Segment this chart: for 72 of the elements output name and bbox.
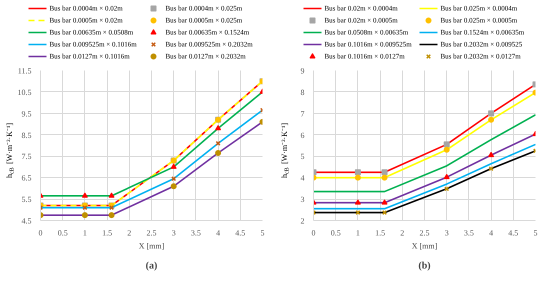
text: (b): [418, 260, 431, 272]
point: [444, 174, 450, 180]
point: [488, 152, 494, 158]
x-tick-label: 0.5: [58, 228, 68, 238]
y-tick-label: 2: [300, 216, 304, 226]
y-tick-label: 6.5: [22, 174, 32, 183]
point: [354, 174, 361, 181]
x-tick-label: 3: [444, 228, 449, 238]
point: [109, 205, 114, 210]
x-tick-label: 1.5: [102, 228, 112, 238]
point: [82, 205, 88, 210]
point: [82, 212, 88, 218]
y-tick-label: 9: [300, 66, 304, 76]
y-tick-label: 7: [300, 109, 304, 118]
line-series: [314, 114, 536, 192]
x-tick-label: 1: [82, 228, 87, 238]
y-tick-label: 4.5: [22, 216, 32, 226]
x-tick-label: 5: [260, 228, 264, 238]
point: [382, 174, 388, 181]
x-tick-label: 1.5: [375, 228, 386, 238]
x-tick-label: 2.5: [420, 228, 430, 238]
y-tick-label: 8: [300, 88, 304, 97]
point: [444, 186, 450, 192]
y-tick-label: 7.5: [22, 152, 32, 162]
x-axis-title: X [mm]: [138, 242, 165, 250]
point: [216, 140, 221, 146]
x-tick-label: 4.5: [508, 228, 518, 238]
x-tick-label: 4: [489, 228, 494, 238]
point: [444, 141, 450, 148]
x-tick-label: 3.5: [464, 228, 474, 238]
point: [355, 210, 360, 216]
point: [488, 166, 494, 172]
y-tick-label: 3: [300, 195, 304, 204]
point: [354, 169, 361, 176]
point: [444, 146, 450, 153]
point: [215, 150, 222, 156]
point: [382, 210, 388, 216]
point: [108, 192, 115, 198]
x-tick-label: 0: [38, 228, 42, 238]
y-tick-label: 4: [300, 174, 304, 183]
x-tick-label: 2.5: [146, 228, 156, 238]
line-series: [40, 109, 262, 208]
point: [170, 164, 177, 169]
y-tick-label: 10.5: [18, 88, 32, 97]
point: [488, 116, 494, 123]
x-tick-label: 4: [216, 228, 220, 238]
x-tick-label: 2: [127, 228, 132, 238]
x-tick-label: 3: [172, 228, 176, 238]
text: (a): [146, 260, 158, 272]
point: [488, 110, 494, 116]
x-tick-label: 4.5: [235, 228, 246, 238]
x-tick-label: 2: [400, 228, 404, 238]
y-tick-label: 5: [300, 152, 304, 162]
y-tick-label: 9.5: [22, 109, 32, 118]
point: [82, 192, 88, 198]
x-tick-label: 3.5: [190, 228, 201, 238]
point: [215, 124, 222, 130]
y-tick-label: 8.5: [22, 130, 32, 140]
y-tick-label: 11.5: [18, 66, 32, 76]
x-tick-label: 5: [534, 228, 538, 238]
x-tick-label: 0.5: [330, 228, 341, 238]
x-axis-title: X [mm]: [412, 242, 438, 250]
point: [354, 199, 361, 205]
y-tick-label: 5.5: [22, 195, 32, 204]
point: [170, 183, 177, 190]
point: [108, 212, 115, 218]
point: [171, 176, 176, 182]
y-tick-label: 6: [300, 130, 304, 140]
point: [382, 169, 388, 176]
x-tick-label: 0: [312, 228, 316, 238]
x-tick-label: 1: [356, 228, 360, 238]
point: [382, 199, 388, 205]
